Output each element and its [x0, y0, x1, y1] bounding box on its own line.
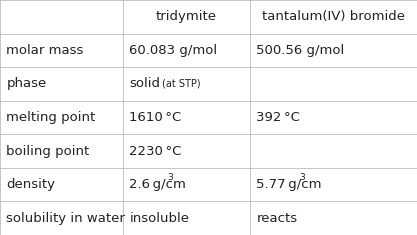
Text: solubility in water: solubility in water	[6, 212, 125, 225]
Text: 3: 3	[299, 173, 305, 182]
Text: insoluble: insoluble	[129, 212, 189, 225]
Text: 3: 3	[168, 173, 173, 182]
Text: melting point: melting point	[6, 111, 95, 124]
Text: boiling point: boiling point	[6, 145, 90, 158]
Text: 5.77 g/cm: 5.77 g/cm	[256, 178, 322, 191]
Text: 1610 °C: 1610 °C	[129, 111, 181, 124]
Text: 500.56 g/mol: 500.56 g/mol	[256, 44, 345, 57]
Text: 2230 °C: 2230 °C	[129, 145, 182, 158]
Text: (at STP): (at STP)	[162, 79, 201, 89]
Text: tridymite: tridymite	[156, 10, 217, 23]
Text: 2.6 g/cm: 2.6 g/cm	[129, 178, 186, 191]
Text: molar mass: molar mass	[6, 44, 84, 57]
Text: solid: solid	[129, 77, 160, 90]
Text: density: density	[6, 178, 55, 191]
Text: 392 °C: 392 °C	[256, 111, 300, 124]
Text: reacts: reacts	[256, 212, 298, 225]
Text: 60.083 g/mol: 60.083 g/mol	[129, 44, 217, 57]
Text: tantalum(IV) bromide: tantalum(IV) bromide	[262, 10, 405, 23]
Text: phase: phase	[6, 77, 47, 90]
